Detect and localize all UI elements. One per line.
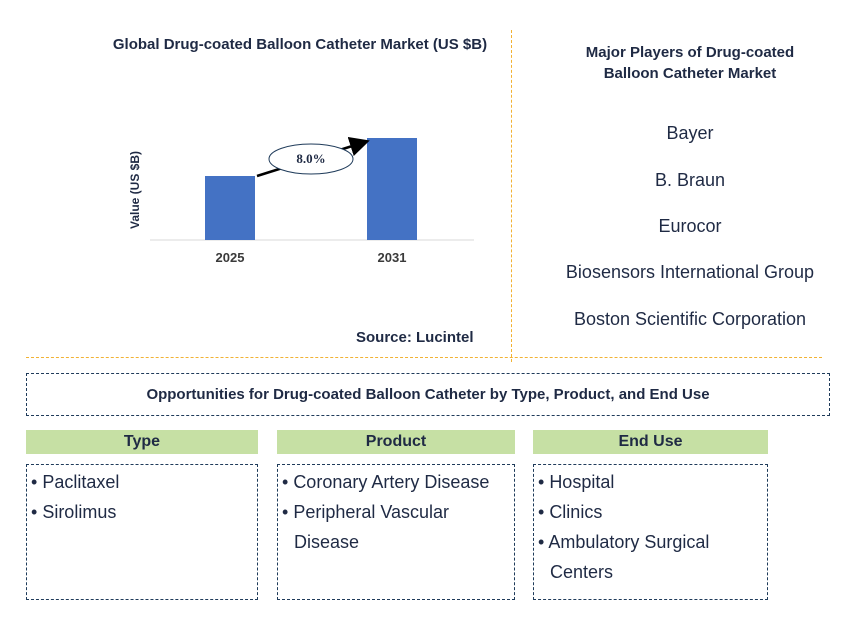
column-box-end-use: Hospital Clinics Ambulatory Surgical Cen… <box>533 464 768 600</box>
bar-2031 <box>367 138 417 240</box>
list-item: Ambulatory Surgical Centers <box>538 527 761 587</box>
column-heading-type: Type <box>26 430 258 454</box>
column-heading-end-use: End Use <box>533 430 768 454</box>
bar-2025 <box>205 176 255 240</box>
source-note: Source: Lucintel <box>356 329 474 346</box>
column-heading-product: Product <box>277 430 515 454</box>
player-item: B. Braun <box>654 170 726 190</box>
player-item: Eurocor <box>658 216 722 236</box>
horizontal-divider <box>26 357 822 358</box>
y-axis-label: Value (US $B) <box>128 151 142 229</box>
opportunities-banner: Opportunities for Drug-coated Balloon Ca… <box>26 373 830 416</box>
opportunities-title: Opportunities for Drug-coated Balloon Ca… <box>146 386 710 403</box>
column-box-type: Paclitaxel Sirolimus <box>26 464 258 600</box>
player-item: Boston Scientific Corporation <box>573 309 807 329</box>
column-box-product: Coronary Artery Disease Peripheral Vascu… <box>277 464 515 600</box>
player-item: Biosensors International Group <box>565 262 815 282</box>
list-item: Paclitaxel <box>31 467 251 497</box>
chart-title: Global Drug-coated Balloon Catheter Mark… <box>112 36 488 53</box>
list-item: Sirolimus <box>31 497 251 527</box>
player-item: Bayer <box>666 123 714 143</box>
x-tick-label: 2025 <box>216 250 245 265</box>
players-title: Major Players of Drug-coated Balloon Cat… <box>585 44 795 82</box>
list-item: Hospital <box>538 467 761 497</box>
list-item: Peripheral Vascular Disease <box>282 497 508 557</box>
bar-chart: Value (US $B) 2025 2031 8.0% <box>128 136 474 265</box>
vertical-divider <box>511 30 512 362</box>
x-tick-label: 2031 <box>378 250 407 265</box>
cagr-label: 8.0% <box>296 151 325 166</box>
cagr-bubble <box>268 143 354 175</box>
list-item: Coronary Artery Disease <box>282 467 508 497</box>
list-item: Clinics <box>538 497 761 527</box>
